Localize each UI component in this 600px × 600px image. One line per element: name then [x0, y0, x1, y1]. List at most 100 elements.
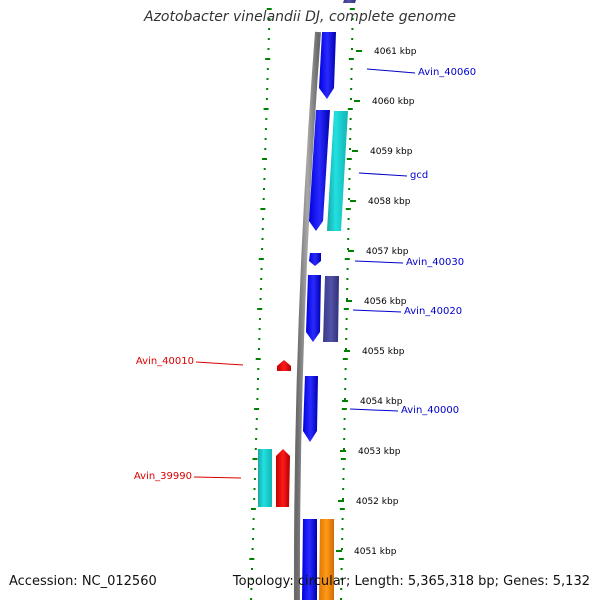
gene-label[interactable]: Avin_40060	[418, 67, 476, 78]
scale-tick	[349, 118, 352, 120]
gene-callout-line	[354, 260, 404, 264]
scale-tick	[344, 368, 347, 370]
kbp-tick-mark	[352, 150, 358, 152]
reverse-strand-genes	[258, 360, 291, 507]
scale-tick	[256, 388, 259, 390]
scale-tick	[255, 438, 258, 440]
gene-feature[interactable]	[309, 110, 330, 231]
gene-feature[interactable]	[323, 276, 339, 342]
kbp-tick-label: 4051 kbp	[354, 547, 397, 557]
scale-tick	[351, 48, 353, 50]
scale-tick	[351, 18, 354, 20]
genome-backbone	[293, 31, 321, 600]
scale-tick	[263, 188, 265, 190]
kbp-tick-mark	[356, 50, 362, 52]
scale-tick	[344, 388, 347, 390]
scale-tick	[268, 28, 271, 30]
scale-tick	[259, 288, 262, 290]
gene-feature[interactable]	[327, 111, 348, 231]
scale-tick	[341, 548, 343, 550]
gene-label[interactable]: Avin_40000	[401, 405, 459, 416]
gene-callout-line	[366, 68, 416, 74]
scale-tick	[266, 78, 269, 80]
scale-tick	[263, 178, 266, 180]
scale-tick	[349, 8, 355, 10]
scale-tick	[257, 368, 260, 370]
scale-tick	[266, 68, 269, 70]
gene-feature[interactable]	[276, 449, 290, 507]
scale-tick	[346, 288, 349, 290]
scale-tick	[340, 458, 346, 460]
gene-callout-line	[193, 476, 242, 479]
scale-tick	[345, 348, 347, 350]
scale-tick	[339, 508, 345, 510]
kbp-tick-label: 4060 kbp	[372, 97, 415, 107]
gene-label[interactable]: Avin_40010	[136, 356, 194, 367]
scale-tick	[342, 498, 344, 500]
gene-label[interactable]: gcd	[410, 170, 428, 181]
scale-tick	[261, 228, 264, 230]
genome-summary: Topology: circular; Length: 5,365,318 bp…	[232, 574, 590, 589]
scale-tick	[261, 238, 264, 240]
scale-tick	[250, 508, 256, 510]
scale-tick	[342, 358, 348, 360]
kbp-tick-labels: 4061 kbp 4060 kbp 4059 kbp 4058 kbp 4057 kbp…	[336, 47, 417, 557]
scale-tick	[256, 398, 259, 400]
scale-tick	[266, 8, 272, 10]
scale-tick	[253, 498, 256, 500]
scale-tick	[343, 438, 346, 440]
scale-tick	[342, 468, 345, 470]
gene-label[interactable]: Avin_40020	[404, 306, 462, 317]
scale-tick	[262, 158, 267, 160]
kbp-tick-label: 4053 kbp	[358, 447, 401, 457]
gene-feature[interactable]	[302, 519, 317, 600]
scale-tick	[341, 538, 344, 540]
scale-tick	[348, 188, 351, 190]
scale-tick	[254, 408, 260, 410]
gene-feature[interactable]	[277, 360, 291, 371]
scale-tick	[347, 228, 350, 230]
scale-tick	[347, 108, 353, 110]
gene-callout-line	[352, 309, 402, 313]
scale-tick	[348, 58, 354, 60]
kbp-tick-label: 4061 kbp	[374, 47, 417, 57]
scale-tick	[252, 518, 255, 520]
scale-tick	[258, 348, 260, 350]
scale-tick	[350, 88, 353, 90]
gene-callout-line	[195, 361, 244, 366]
scale-tick	[258, 338, 261, 340]
scale-tick	[347, 218, 350, 220]
scale-tick	[254, 468, 257, 470]
scale-tick	[250, 578, 253, 580]
gene-feature[interactable]	[303, 376, 318, 442]
gene-label[interactable]: Avin_39990	[134, 471, 192, 482]
gene-feature[interactable]	[343, 0, 356, 3]
gene-feature[interactable]	[309, 253, 321, 266]
kbp-tick-label: 4059 kbp	[370, 147, 413, 157]
scale-tick	[265, 58, 271, 60]
gene-feature[interactable]	[258, 449, 272, 507]
gene-label[interactable]: Avin_40030	[406, 257, 464, 268]
scale-tick	[268, 18, 271, 20]
scale-tick	[252, 538, 254, 540]
kbp-tick-mark	[342, 400, 348, 402]
scale-tick	[341, 518, 344, 520]
scale-tick	[342, 478, 345, 480]
scale-tick	[257, 308, 263, 310]
scale-tick	[346, 278, 349, 280]
scale-tick	[341, 528, 344, 530]
kbp-tick-mark	[350, 200, 356, 202]
gene-feature[interactable]	[319, 32, 336, 99]
kbp-tick-mark	[336, 550, 342, 552]
scale-tick	[253, 488, 256, 490]
kbp-tick-mark	[354, 100, 360, 102]
accession-label: Accession: NC_012560	[9, 574, 157, 589]
scale-tick	[263, 168, 266, 170]
scale-tick	[265, 98, 268, 100]
gene-feature[interactable]	[306, 275, 321, 342]
scale-tick	[348, 168, 351, 170]
scale-tick	[342, 488, 345, 490]
gene-feature[interactable]	[319, 519, 334, 600]
